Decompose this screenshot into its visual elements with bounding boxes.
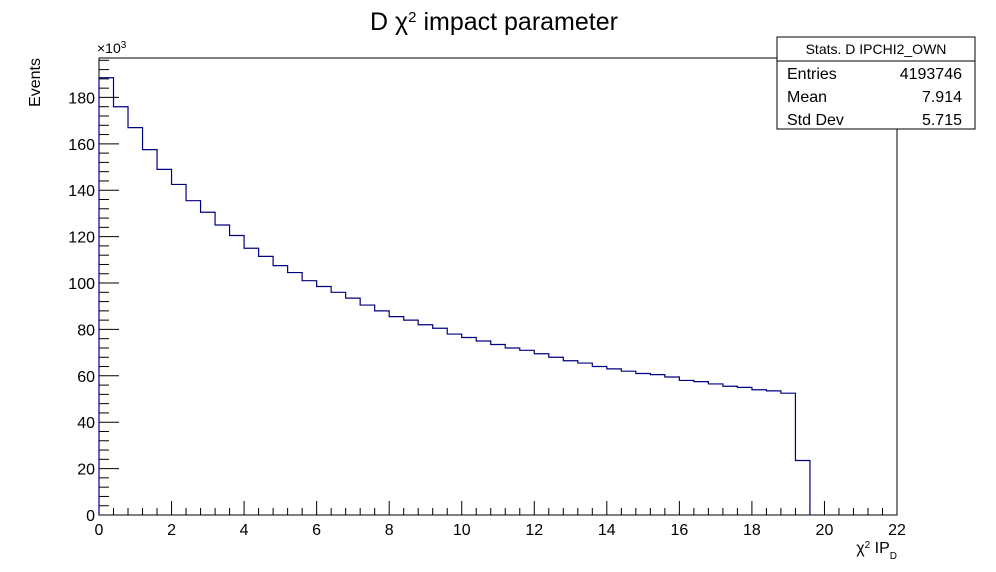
y-tick-label: 40 [77,415,95,432]
y-tick-label: 140 [68,183,95,200]
stats-title: Stats. D IPCHI2_OWN [806,41,947,57]
x-tick-label: 18 [743,522,761,539]
y-tick-label: 60 [77,369,95,386]
y-axis-label: Events [27,58,44,107]
y-tick-label: 0 [86,508,95,525]
y-tick-label: 160 [68,137,95,154]
x-tick-label: 0 [95,522,104,539]
y-tick-label: 20 [77,462,95,479]
x-axis: 0 2 4 6 8 10 12 14 16 18 20 22 [95,501,906,539]
stats-entries-value: 4193746 [900,66,962,83]
x-tick-label: 20 [816,522,834,539]
stats-mean-value: 7.914 [922,89,962,106]
x-tick-label: 6 [312,522,321,539]
x-tick-label: 2 [167,522,176,539]
stats-box: Stats. D IPCHI2_OWN Entries 4193746 Mean… [776,36,976,130]
y-tick-label: 100 [68,276,95,293]
y-tick-label: 180 [68,90,95,107]
y-tick-label: 120 [68,230,95,247]
stats-mean-label: Mean [787,89,827,106]
histogram-series [98,77,811,515]
stats-stddev-value: 5.715 [922,112,962,129]
x-axis-label: χ2 IPD [856,540,897,562]
y-tick-label: 80 [77,322,95,339]
y-multiplier: ×103 [97,40,127,57]
x-tick-label: 16 [670,522,688,539]
x-tick-label: 12 [525,522,543,539]
stats-entries-label: Entries [787,66,837,83]
x-tick-label: 10 [453,522,471,539]
chart-title: D χ2 impact parameter [370,8,618,36]
x-tick-label: 22 [888,522,906,539]
x-tick-label: 14 [598,522,616,539]
x-tick-label: 8 [385,522,394,539]
x-tick-label: 4 [240,522,249,539]
y-axis: 0 20 40 60 80 100 120 140 160 180 [68,59,119,525]
stats-stddev-label: Std Dev [787,112,844,129]
